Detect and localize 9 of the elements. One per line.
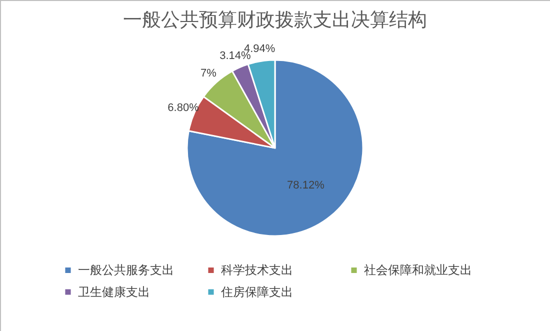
legend-label: 科学技术支出 (221, 263, 293, 278)
chart-title: 一般公共预算财政拨款支出决算结构 (123, 10, 427, 31)
legend-label: 社会保障和就业支出 (364, 263, 472, 278)
legend-label: 住房保障支出 (220, 285, 293, 299)
legend-label: 一般公共服务支出 (78, 263, 174, 278)
data-label: 6.80% (168, 102, 200, 114)
legend-label: 卫生健康支出 (78, 285, 150, 299)
data-label: 78.12% (287, 179, 325, 192)
data-label: 7% (200, 67, 217, 80)
